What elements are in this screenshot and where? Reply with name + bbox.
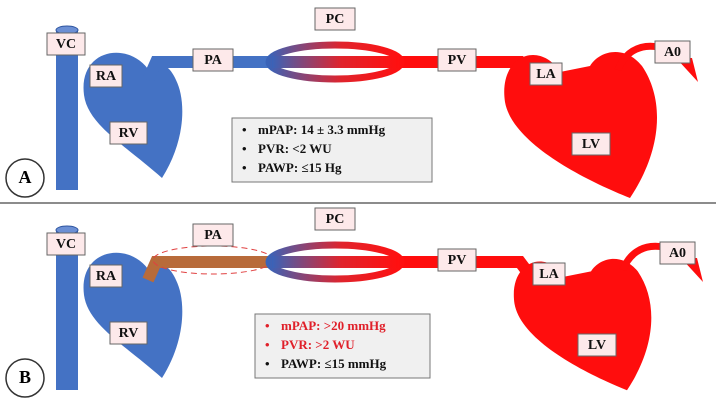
panel-badge <box>5 358 45 398</box>
label-box <box>192 223 234 247</box>
label-ra: RA <box>96 69 117 84</box>
bullet-text: mPAP: 14 ± 3.3 mmHg <box>258 122 386 137</box>
label-box <box>659 241 696 265</box>
panel: VC RA RV PA PC PV LA LV A0 • mPAP: 14 ± 3.3 mmHg • P… <box>5 7 698 198</box>
label-box <box>46 232 86 256</box>
capillaries <box>265 241 405 283</box>
label-box <box>89 64 123 88</box>
label-ra: RA <box>96 269 117 284</box>
vena-cava <box>56 230 78 390</box>
label-vc: VC <box>56 237 76 252</box>
bullet-text: PVR: >2 WU <box>281 337 355 352</box>
bullet-text: PAWP: ≤15 Hg <box>258 160 342 175</box>
label-box <box>532 262 566 286</box>
bullet-dot: • <box>242 141 247 156</box>
label-box <box>46 32 86 56</box>
label-box <box>654 40 691 64</box>
label-pc: PC <box>326 212 345 227</box>
label-box <box>89 264 123 288</box>
capillary-core <box>272 56 398 68</box>
panel-letter: A <box>19 167 32 187</box>
label-ao: A0 <box>664 45 681 60</box>
label-vc: VC <box>56 37 76 52</box>
pulmonary-artery <box>142 256 275 283</box>
label-lv: LV <box>582 137 600 152</box>
label-pa: PA <box>204 53 223 68</box>
bullet-dot: • <box>265 318 270 333</box>
label-box <box>192 48 234 72</box>
label-la: LA <box>536 67 556 82</box>
label-box <box>314 207 356 231</box>
bullet-dot: • <box>265 356 270 371</box>
left-heart <box>504 52 658 198</box>
label-box <box>529 62 563 86</box>
label-rv: RV <box>119 326 139 341</box>
bullet-text: mPAP: >20 mmHg <box>281 318 386 333</box>
label-box <box>109 121 148 145</box>
label-box <box>571 132 611 156</box>
bullet-dot: • <box>265 337 270 352</box>
label-box <box>577 333 617 357</box>
bullet-text: PAWP: ≤15 mmHg <box>281 356 387 371</box>
panel-badge <box>5 158 45 198</box>
label-box <box>437 248 477 272</box>
label-pv: PV <box>448 253 467 268</box>
label-box <box>437 48 477 72</box>
label-rv: RV <box>119 126 139 141</box>
label-pv: PV <box>448 53 467 68</box>
bullet-dot: • <box>242 122 247 137</box>
label-box <box>109 321 148 345</box>
capillaries <box>265 41 405 83</box>
panel: VC RA RV PA PC PV LA LV A0 • mPAP: >20 mmHg • PVR: >… <box>5 207 703 398</box>
label-la: LA <box>539 267 559 282</box>
left-heart <box>513 258 652 391</box>
vena-cava <box>56 30 78 190</box>
stats-box <box>254 313 431 379</box>
aorta-head <box>676 58 698 82</box>
capillary-core <box>272 256 398 268</box>
label-pa: PA <box>204 228 223 243</box>
bullet-text: PVR: <2 WU <box>258 141 332 156</box>
label-ao: A0 <box>669 246 686 261</box>
stats-box <box>231 117 433 183</box>
pulmonary-artery <box>142 56 275 83</box>
bullet-dot: • <box>242 160 247 175</box>
label-lv: LV <box>588 338 606 353</box>
label-box <box>314 7 356 31</box>
label-pc: PC <box>326 12 345 27</box>
panel-letter: B <box>19 367 31 387</box>
